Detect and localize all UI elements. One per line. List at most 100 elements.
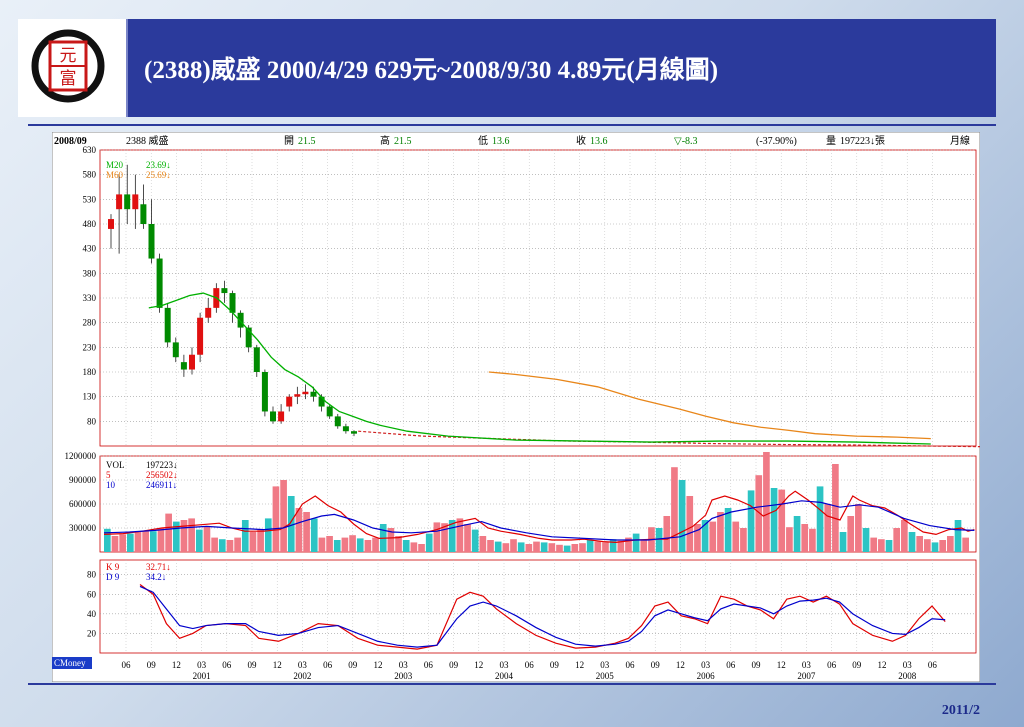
vol-legend-value: 256502↓ [146, 470, 178, 480]
m60-line [488, 371, 931, 440]
x-tick-label: 06 [424, 660, 434, 670]
candle-body [164, 307, 171, 343]
year-label: 2004 [495, 671, 514, 681]
volume-bar [142, 530, 149, 552]
x-tick-label: 03 [298, 660, 308, 670]
footer-date: 2011/2 [941, 703, 980, 718]
candle-body [302, 391, 309, 395]
volume-bar [609, 539, 617, 552]
x-tick-label: 03 [701, 660, 711, 670]
volume-bar [556, 544, 563, 552]
x-tick-label: 03 [600, 660, 610, 670]
volume-bar [763, 452, 770, 552]
volume-tick-label: 300000 [69, 523, 97, 533]
volume-bar [617, 540, 625, 552]
kd-legend-value: 32.71↓ [146, 562, 171, 572]
volume-bar [326, 536, 333, 552]
header-close: 13.6 [590, 136, 608, 147]
volume-bar [517, 542, 525, 552]
candle-body [286, 396, 293, 407]
volume-bar [724, 508, 732, 552]
candle-body [172, 342, 179, 358]
price-tick-label: 280 [83, 318, 97, 328]
x-tick-label: 09 [449, 660, 459, 670]
candle-body [261, 372, 268, 412]
volume-bar [448, 520, 456, 552]
volume-bar [126, 533, 134, 552]
header-high: 21.5 [394, 136, 412, 147]
volume-bar [571, 544, 579, 552]
x-tick-label: 12 [575, 660, 584, 670]
x-tick-label: 06 [928, 660, 938, 670]
x-tick-label: 12 [172, 660, 181, 670]
candle-body [221, 288, 228, 294]
volume-bar [924, 539, 931, 552]
ma-legend-label: M60 [106, 170, 124, 180]
bottom-rule [28, 683, 996, 685]
volume-bar [839, 532, 847, 552]
volume-bar [111, 536, 119, 552]
company-logo: 元 富 [31, 29, 105, 103]
candle-body [237, 312, 244, 328]
price-tick-label: 480 [83, 219, 97, 229]
volume-bar [832, 464, 839, 552]
year-label: 2003 [394, 671, 413, 681]
volume-bar [870, 537, 878, 552]
x-tick-label: 06 [222, 660, 232, 670]
vol-legend-label: 10 [106, 480, 116, 490]
volume-bar [249, 532, 257, 552]
price-tick-label: 380 [83, 268, 97, 278]
volume-bar [625, 537, 632, 552]
volume-bar [694, 524, 701, 552]
logo-char-bottom: 富 [60, 69, 77, 89]
header-low-label: 低 [478, 134, 488, 147]
volume-bar [602, 542, 609, 552]
volume-bar [464, 524, 471, 552]
volume-bar [349, 535, 356, 552]
header-open-label: 開 [284, 135, 294, 147]
volume-bar [318, 537, 326, 552]
candle-body [334, 416, 341, 427]
volume-bar [816, 486, 824, 552]
x-tick-label: 09 [248, 660, 258, 670]
kd-tick-label: 40 [87, 609, 97, 619]
volume-bar [908, 532, 916, 552]
candle-body [140, 204, 147, 224]
source-badge-bg [52, 657, 92, 669]
volume-bar [916, 536, 924, 552]
d-line [139, 585, 946, 648]
volume-bar [655, 528, 663, 552]
candle-body [278, 411, 285, 422]
volume-bar [372, 537, 379, 552]
year-label: 2005 [596, 671, 615, 681]
chart-header-row: 2008/09 2388 威盛 開 21.5 高 21.5 低 13.6 收 1… [54, 134, 970, 147]
kd-legend-value: 34.2↓ [146, 572, 166, 582]
x-tick-label: 12 [676, 660, 685, 670]
ma-legend-label: M20 [106, 160, 124, 170]
volume-tick-label: 900000 [69, 475, 97, 485]
kd-tick-label: 60 [87, 589, 97, 599]
header-stock: 2388 威盛 [126, 134, 169, 147]
year-label: 2007 [797, 671, 816, 681]
volume-bar [563, 545, 571, 552]
volume-bar [740, 528, 747, 552]
volume-bar [310, 518, 318, 552]
volume-bar [180, 520, 188, 552]
volume-bar [947, 536, 954, 552]
candle-body [205, 307, 212, 318]
volume-bar [395, 536, 402, 552]
header-close-label: 收 [576, 134, 586, 147]
volume-bar [717, 512, 724, 552]
volume-bar [525, 544, 533, 552]
vol-ma10-line [103, 500, 975, 541]
ma-legend-value: 25.69↓ [146, 170, 171, 180]
volume-bar [579, 543, 586, 552]
candle-body [116, 194, 123, 210]
volume-bar [663, 516, 671, 552]
volume-bar [709, 521, 717, 552]
price-tick-label: 80 [87, 416, 97, 426]
title-bar [128, 19, 996, 117]
candle-body [294, 394, 301, 397]
legends: M20 23.69↓ M60 25.69↓ VOL 197223↓ 5 256502↓ 10 24… [106, 160, 178, 582]
header-open: 21.5 [298, 136, 316, 147]
